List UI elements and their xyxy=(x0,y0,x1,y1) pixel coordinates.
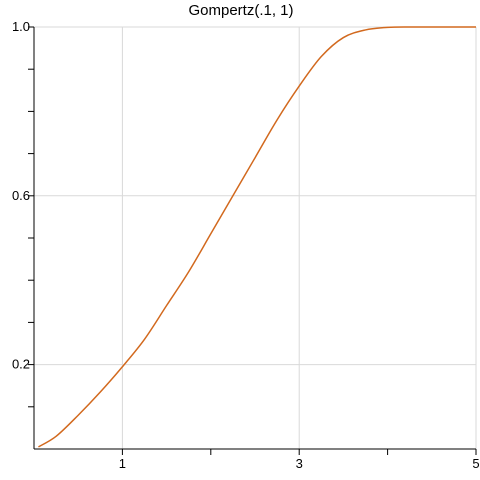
series-layer xyxy=(38,26,476,448)
y-tick-label-2: 1.0 xyxy=(12,19,30,34)
y-tick-label-0: 0.2 xyxy=(12,357,30,372)
axis-layer xyxy=(28,26,477,455)
grid-layer xyxy=(34,26,477,449)
x-tick-label-2: 5 xyxy=(472,456,479,471)
gompertz-curve-line xyxy=(38,26,476,448)
y-tick-label-1: 0.6 xyxy=(12,188,30,203)
x-tick-label-1: 3 xyxy=(296,456,303,471)
chart-title: Gompertz(.1, 1) xyxy=(188,2,293,19)
tick-label-layer: 1 3 5 0.2 0.6 1.0 xyxy=(12,19,480,471)
x-tick-label-0: 1 xyxy=(119,456,126,471)
